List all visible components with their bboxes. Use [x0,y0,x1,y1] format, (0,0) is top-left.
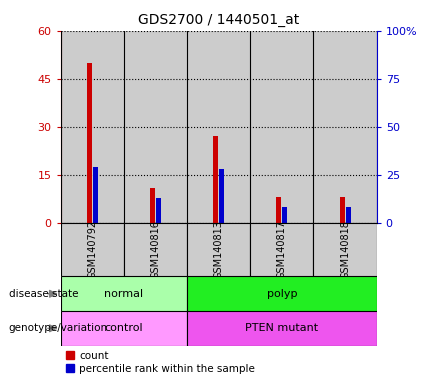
Bar [61,31,124,223]
Bar [124,31,187,223]
Text: genotype/variation: genotype/variation [9,323,108,333]
Text: control: control [104,323,143,333]
Text: normal: normal [104,289,143,299]
Bar [61,223,124,276]
Bar [282,207,288,223]
Bar [150,187,155,223]
Bar [93,167,98,223]
Bar [124,223,187,276]
Bar [61,276,187,311]
Text: GSM140816: GSM140816 [150,220,161,279]
Bar [187,311,377,346]
Text: GSM140813: GSM140813 [213,220,224,279]
Text: PTEN mutant: PTEN mutant [246,323,318,333]
Bar [156,198,161,223]
Text: polyp: polyp [267,289,297,299]
Bar [87,63,92,223]
Bar [339,197,345,223]
Text: disease state: disease state [9,289,78,299]
Bar [313,31,377,223]
Bar [276,197,281,223]
Bar [346,207,351,223]
Text: GSM140792: GSM140792 [87,220,97,279]
Legend: count, percentile rank within the sample: count, percentile rank within the sample [66,351,255,374]
Bar [61,311,187,346]
Bar [250,31,313,223]
Bar [313,223,377,276]
Bar [187,223,250,276]
Bar [213,136,218,223]
Bar [250,223,313,276]
Title: GDS2700 / 1440501_at: GDS2700 / 1440501_at [138,13,299,27]
Bar [187,276,377,311]
Bar [219,169,224,223]
Text: GSM140817: GSM140817 [277,220,287,279]
Bar [187,31,250,223]
Text: GSM140818: GSM140818 [340,220,350,279]
